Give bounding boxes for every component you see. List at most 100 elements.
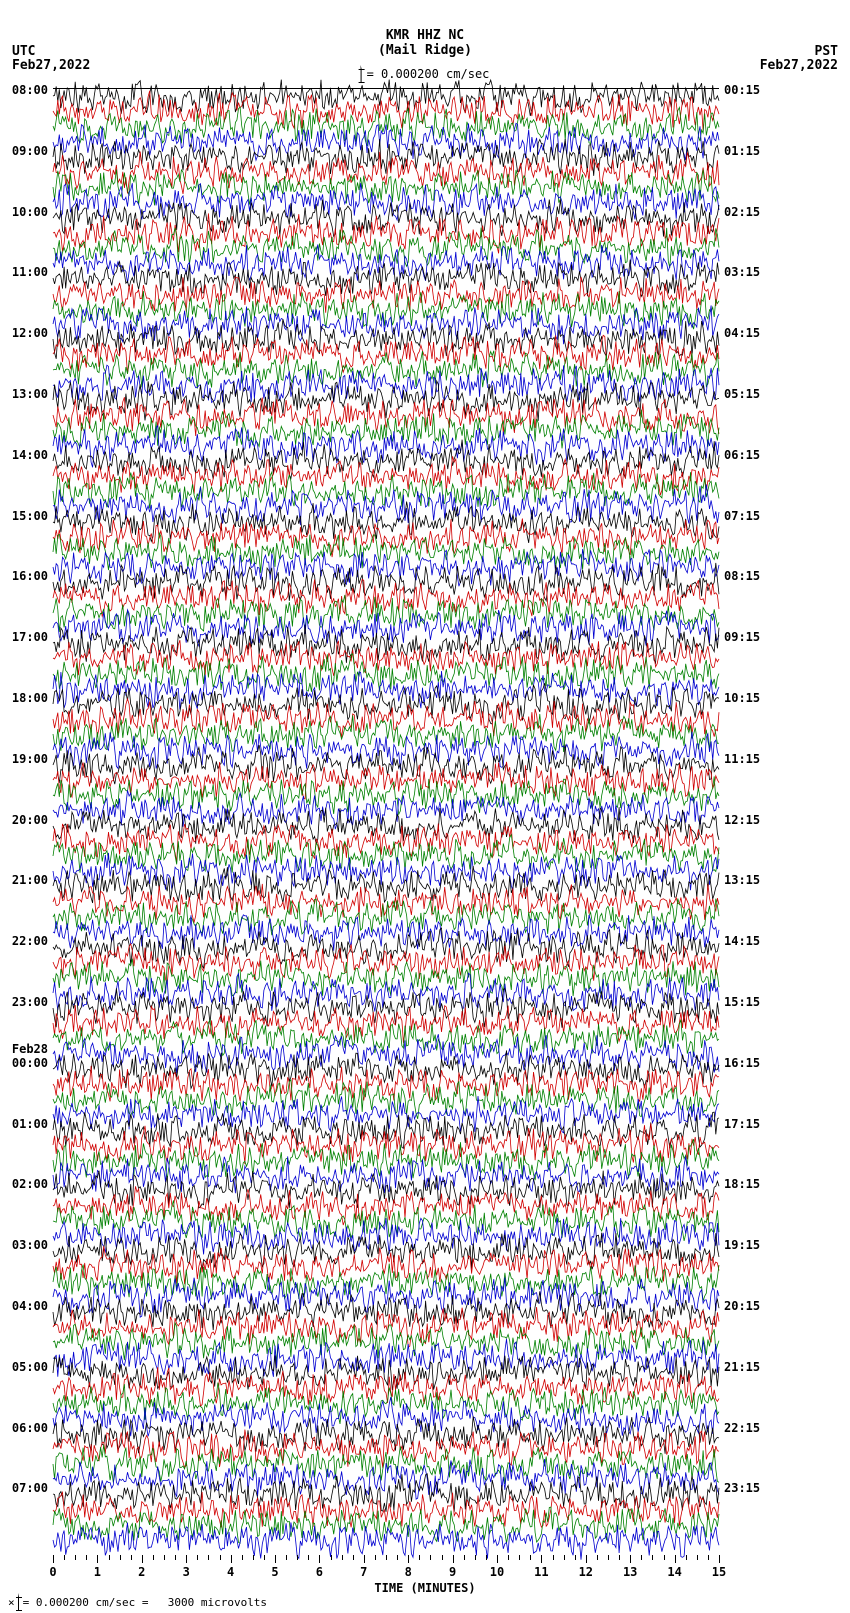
pst-time-label: 14:15 xyxy=(724,934,760,948)
timezone-left: UTC xyxy=(12,44,35,59)
x-tick-label: 7 xyxy=(360,1565,367,1579)
x-tick-minor xyxy=(197,1555,198,1560)
x-tick-minor xyxy=(597,1555,598,1560)
x-axis-title: TIME (MINUTES) xyxy=(374,1581,475,1595)
x-tick xyxy=(408,1555,409,1563)
x-tick-label: 4 xyxy=(227,1565,234,1579)
pst-time-label: 21:15 xyxy=(724,1360,760,1374)
x-tick xyxy=(541,1555,542,1563)
utc-time-label: 19:00 xyxy=(12,752,48,766)
x-tick-minor xyxy=(86,1555,87,1560)
x-tick-minor xyxy=(264,1555,265,1560)
date-right: Feb27,2022 xyxy=(760,58,838,73)
x-tick-label: 5 xyxy=(271,1565,278,1579)
footer-text-1: = 0.000200 cm/sec = xyxy=(23,1596,149,1609)
x-tick xyxy=(275,1555,276,1563)
utc-time-label: 03:00 xyxy=(12,1238,48,1252)
x-tick-minor xyxy=(386,1555,387,1560)
x-tick-minor xyxy=(697,1555,698,1560)
pst-time-label: 00:15 xyxy=(724,83,760,97)
pst-time-label: 03:15 xyxy=(724,265,760,279)
pst-time-label: 18:15 xyxy=(724,1177,760,1191)
x-tick-minor xyxy=(220,1555,221,1560)
x-tick-minor xyxy=(708,1555,709,1560)
x-tick-label: 2 xyxy=(138,1565,145,1579)
x-tick-minor xyxy=(208,1555,209,1560)
x-tick-label: 9 xyxy=(449,1565,456,1579)
pst-time-label: 10:15 xyxy=(724,691,760,705)
x-tick-minor xyxy=(652,1555,653,1560)
x-tick-minor xyxy=(508,1555,509,1560)
utc-time-label: 09:00 xyxy=(12,144,48,158)
x-tick-minor xyxy=(486,1555,487,1560)
x-tick-minor xyxy=(575,1555,576,1560)
scale-text: = 0.000200 cm/sec xyxy=(367,67,490,81)
x-tick xyxy=(142,1555,143,1563)
x-tick-label: 6 xyxy=(316,1565,323,1579)
x-tick-minor xyxy=(564,1555,565,1560)
pst-time-label: 17:15 xyxy=(724,1117,760,1131)
x-tick-minor xyxy=(131,1555,132,1560)
x-tick-label: 1 xyxy=(94,1565,101,1579)
x-tick xyxy=(453,1555,454,1563)
x-tick-minor xyxy=(608,1555,609,1560)
utc-time-label: 10:00 xyxy=(12,205,48,219)
x-tick xyxy=(586,1555,587,1563)
utc-time-label: 13:00 xyxy=(12,387,48,401)
x-tick-minor xyxy=(342,1555,343,1560)
utc-time-label: 07:00 xyxy=(12,1481,48,1495)
pst-time-label: 15:15 xyxy=(724,995,760,1009)
pst-time-label: 05:15 xyxy=(724,387,760,401)
pst-time-label: 13:15 xyxy=(724,873,760,887)
pst-time-label: 02:15 xyxy=(724,205,760,219)
x-tick-minor xyxy=(464,1555,465,1560)
utc-time-label: 15:00 xyxy=(12,509,48,523)
x-tick xyxy=(53,1555,54,1563)
x-tick-minor xyxy=(353,1555,354,1560)
x-tick-label: 8 xyxy=(405,1565,412,1579)
x-tick xyxy=(719,1555,720,1563)
x-tick-label: 14 xyxy=(667,1565,681,1579)
x-tick-minor xyxy=(530,1555,531,1560)
date-marker: Feb28 xyxy=(12,1042,48,1056)
x-tick xyxy=(319,1555,320,1563)
x-tick xyxy=(97,1555,98,1563)
x-tick xyxy=(675,1555,676,1563)
utc-time-label: 18:00 xyxy=(12,691,48,705)
utc-time-label: 11:00 xyxy=(12,265,48,279)
utc-time-label: 06:00 xyxy=(12,1421,48,1435)
utc-time-label: 12:00 xyxy=(12,326,48,340)
x-tick-minor xyxy=(120,1555,121,1560)
x-tick-minor xyxy=(109,1555,110,1560)
footer-scale: × = 0.000200 cm/sec = 3000 microvolts xyxy=(8,1593,267,1611)
pst-time-label: 01:15 xyxy=(724,144,760,158)
x-tick xyxy=(186,1555,187,1563)
footer-text-2: 3000 microvolts xyxy=(168,1596,267,1609)
utc-time-label: 21:00 xyxy=(12,873,48,887)
pst-time-label: 22:15 xyxy=(724,1421,760,1435)
x-tick-minor xyxy=(297,1555,298,1560)
x-tick xyxy=(231,1555,232,1563)
pst-time-label: 11:15 xyxy=(724,752,760,766)
seismogram-plot: 08:0009:0010:0011:0012:0013:0014:0015:00… xyxy=(53,88,719,1549)
utc-time-label: 00:00 xyxy=(12,1056,48,1070)
pst-time-label: 09:15 xyxy=(724,630,760,644)
station-subtitle: (Mail Ridge) xyxy=(378,43,472,58)
utc-time-label: 02:00 xyxy=(12,1177,48,1191)
x-tick-minor xyxy=(641,1555,642,1560)
x-tick-minor xyxy=(519,1555,520,1560)
x-tick-label: 11 xyxy=(534,1565,548,1579)
pst-time-label: 04:15 xyxy=(724,326,760,340)
x-tick-label: 12 xyxy=(579,1565,593,1579)
scale-bar-icon xyxy=(18,1593,20,1611)
x-tick-minor xyxy=(308,1555,309,1560)
x-tick-minor xyxy=(286,1555,287,1560)
utc-time-label: 04:00 xyxy=(12,1299,48,1313)
timezone-right: PST xyxy=(815,44,838,59)
station-title: KMR HHZ NC xyxy=(386,28,464,43)
x-axis: 0123456789101112131415 xyxy=(53,1555,719,1575)
x-tick-minor xyxy=(75,1555,76,1560)
x-tick-minor xyxy=(475,1555,476,1560)
pst-time-label: 06:15 xyxy=(724,448,760,462)
utc-time-label: 01:00 xyxy=(12,1117,48,1131)
